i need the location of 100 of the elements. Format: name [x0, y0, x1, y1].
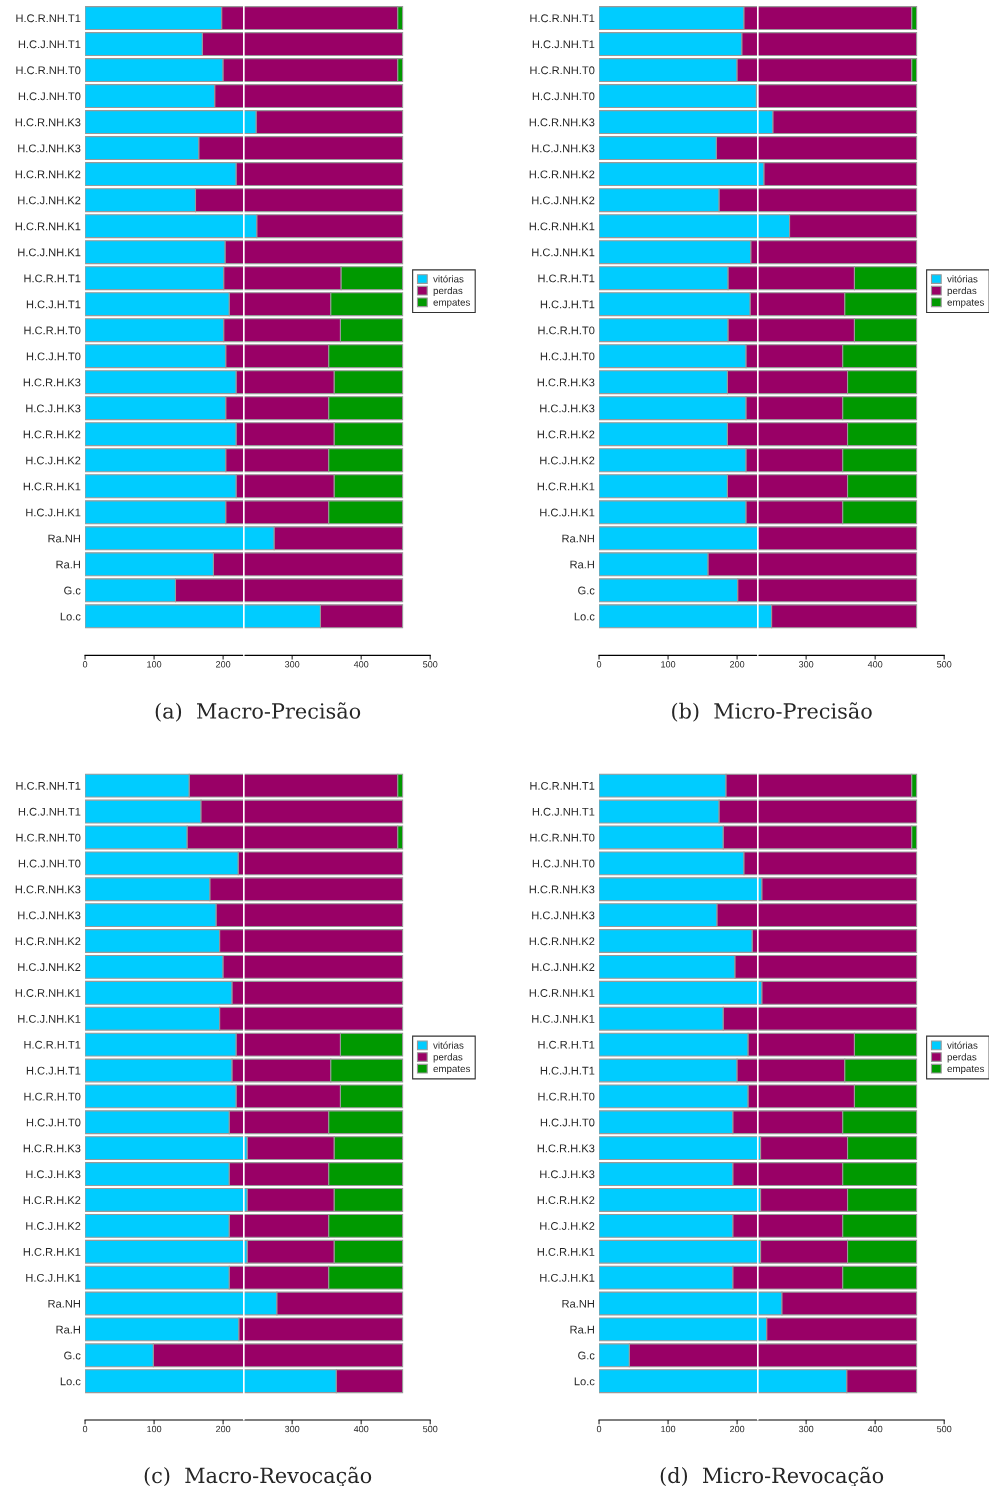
y-tick-label: H.C.J.NH.T1 — [532, 40, 595, 49]
x-tick-label: 100 — [147, 1425, 162, 1433]
y-tick-label: H.C.J.H.K1 — [540, 1273, 595, 1282]
y-tick-label: H.C.R.H.K1 — [23, 1247, 81, 1256]
y-tick-label: H.C.J.H.K1 — [26, 1273, 81, 1282]
x-tick-label: 500 — [423, 661, 438, 668]
y-tick-label: H.C.R.H.T0 — [24, 1092, 81, 1101]
y-tick-label: H.C.R.NH.T0 — [530, 66, 595, 75]
y-tick-label: H.C.R.NH.K1 — [15, 989, 81, 997]
y-tick-label: Ra.NH — [562, 1299, 594, 1308]
y-tick-label: H.C.R.NH.K3 — [15, 885, 81, 894]
x-tick-label: 300 — [284, 1425, 300, 1433]
y-tick-label: H.C.R.H.K3 — [23, 378, 81, 387]
y-tick-label: H.C.R.NH.K1 — [15, 222, 81, 231]
x-tick-label: 0 — [82, 1425, 88, 1433]
y-tick-label: H.C.J.H.T0 — [26, 352, 81, 361]
y-tick-label: H.C.J.H.K2 — [26, 1222, 81, 1230]
legend-label: empates — [947, 299, 984, 308]
y-tick-label: H.C.J.NH.T1 — [18, 807, 81, 816]
y-tick-label: Ra.H — [570, 560, 594, 569]
x-tick-label: 100 — [661, 661, 676, 668]
y-tick-label: G.c — [578, 1351, 595, 1360]
y-tick-label: H.C.R.H.K3 — [23, 1144, 81, 1153]
legend-label: empates — [433, 1065, 470, 1075]
y-tick-label: H.C.R.H.K2 — [23, 430, 81, 439]
bar — [757, 526, 918, 551]
y-tick-label: H.C.J.NH.K2 — [18, 963, 81, 972]
y-tick-label: H.C.J.H.K3 — [540, 1170, 595, 1179]
y-tick-label: H.C.J.NH.T0 — [532, 92, 595, 101]
x-tick-label: 400 — [353, 1425, 369, 1433]
x-tick-label: 500 — [937, 1425, 952, 1433]
x-tick-label: 400 — [867, 1425, 883, 1433]
y-tick-label: H.C.R.H.K1 — [23, 482, 81, 491]
y-tick-label: H.C.J.NH.T0 — [18, 859, 81, 868]
y-tick-label: H.C.R.NH.K3 — [529, 885, 595, 894]
y-tick-label: H.C.J.H.T0 — [540, 352, 595, 361]
y-tick-label: H.C.R.NH.T0 — [16, 66, 81, 75]
y-tick-label: H.C.J.NH.K2 — [18, 196, 81, 205]
y-tick-label: Ra.H — [56, 560, 80, 569]
y-tick-label: Ra.NH — [48, 534, 80, 543]
y-tick-label: H.C.J.NH.K1 — [18, 1014, 81, 1023]
text: (d) Micro-Revocação — [660, 1466, 884, 1486]
y-tick-label: H.C.R.NH.K3 — [529, 118, 595, 127]
y-tick-label: H.C.R.H.K2 — [537, 1196, 595, 1205]
text: (a) Macro-Precisão — [155, 702, 361, 722]
text: (b) Micro-Precisão — [672, 702, 872, 722]
y-tick-label: G.c — [578, 586, 595, 595]
legend-label: perdas — [947, 286, 977, 297]
y-tick-label: H.C.R.H.T0 — [24, 326, 81, 335]
legend-label: vitórias — [947, 1041, 978, 1049]
y-tick-label: H.C.R.H.K3 — [537, 378, 595, 387]
y-tick-label: H.C.J.H.K1 — [26, 508, 81, 517]
y-tick-label: H.C.R.NH.T1 — [16, 14, 81, 23]
y-tick-label: H.C.J.H.K3 — [540, 404, 595, 413]
y-tick-label: H.C.R.H.K2 — [537, 430, 595, 439]
y-tick-label: H.C.R.H.T1 — [24, 274, 81, 283]
x-tick-label: 200 — [216, 1425, 231, 1433]
y-tick-label: H.C.R.H.T1 — [538, 1040, 595, 1049]
y-tick-label: H.C.R.NH.T1 — [530, 14, 595, 23]
x-tick-label: 200 — [216, 661, 231, 668]
y-tick-label: H.C.J.NH.K1 — [18, 248, 81, 257]
y-tick-label: H.C.R.NH.K2 — [15, 937, 81, 946]
y-tick-label: H.C.R.H.T1 — [538, 274, 595, 283]
y-tick-label: H.C.R.NH.K2 — [15, 170, 81, 179]
y-tick-label: H.C.R.NH.K2 — [529, 937, 595, 946]
x-tick-label: 200 — [730, 1425, 745, 1433]
y-tick-label: H.C.J.H.T1 — [26, 1066, 81, 1075]
x-tick-label: 300 — [798, 661, 814, 668]
y-tick-label: H.C.J.H.K2 — [540, 1222, 595, 1230]
x-tick-label: 500 — [423, 1425, 438, 1433]
y-tick-label: H.C.J.NH.T0 — [532, 859, 595, 868]
y-tick-label: H.C.J.NH.K2 — [532, 196, 595, 205]
y-tick-label: Lo.c — [60, 1377, 81, 1386]
y-tick-label: H.C.R.NH.T0 — [16, 833, 81, 842]
legend-label: perdas — [433, 1053, 463, 1063]
y-tick-label: Lo.c — [574, 1377, 595, 1386]
legend-label: vitórias — [433, 275, 464, 283]
legend-label: empates — [947, 1065, 984, 1075]
y-tick-label: G.c — [64, 1351, 81, 1360]
x-tick-label: 300 — [798, 1425, 814, 1433]
x-tick-label: 0 — [596, 1425, 602, 1433]
y-tick-label: H.C.J.NH.K3 — [18, 911, 81, 920]
y-tick-label: H.C.R.NH.K1 — [529, 989, 595, 997]
x-tick-label: 0 — [82, 661, 88, 668]
y-tick-label: H.C.R.NH.K3 — [15, 118, 81, 127]
x-tick-label: 400 — [353, 661, 369, 668]
y-tick-label: H.C.R.H.T0 — [538, 1092, 595, 1101]
y-tick-label: H.C.R.NH.K1 — [529, 222, 595, 231]
y-tick-label: H.C.R.H.K1 — [537, 482, 595, 491]
bar — [599, 526, 759, 551]
y-tick-label: H.C.R.H.T0 — [538, 326, 595, 335]
y-tick-label: H.C.J.NH.K3 — [532, 911, 595, 920]
y-tick-label: H.C.J.NH.T0 — [18, 92, 81, 101]
y-tick-label: H.C.R.H.K1 — [537, 1247, 595, 1256]
y-tick-label: H.C.R.NH.T1 — [530, 781, 595, 790]
y-tick-label: Lo.c — [60, 612, 81, 621]
legend-label: vitórias — [947, 275, 978, 283]
x-tick-label: 300 — [284, 661, 300, 668]
legend-label: perdas — [947, 1053, 977, 1063]
y-tick-label: Ra.H — [56, 1325, 80, 1334]
